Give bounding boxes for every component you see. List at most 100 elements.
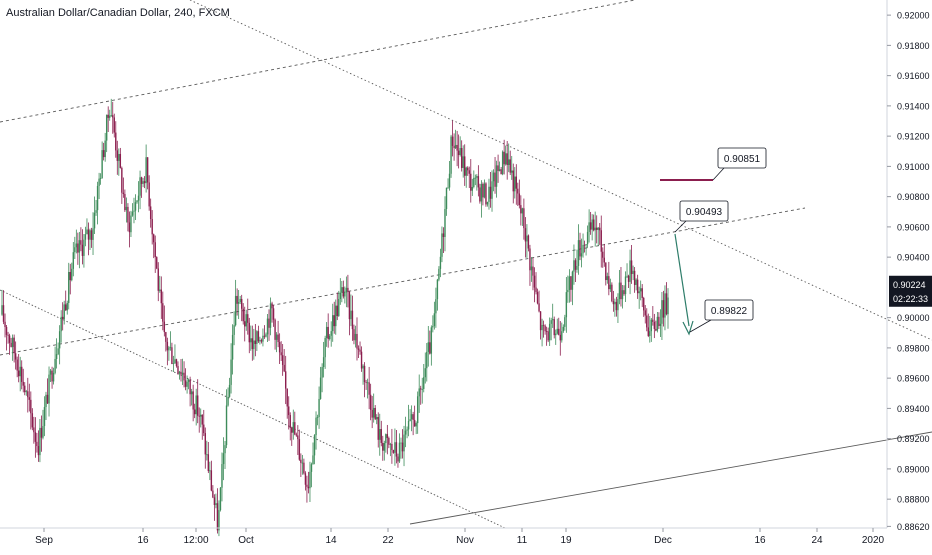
candle-body (605, 262, 607, 281)
candle-body (606, 276, 609, 281)
candle-body (363, 365, 366, 383)
candle-body (532, 266, 534, 276)
candle-body (535, 287, 537, 293)
candle-body (656, 316, 659, 331)
annotations[interactable]: 0.90851 0.90493 0.89822 (674, 147, 767, 336)
candle-body (289, 415, 291, 428)
candle-body (362, 365, 364, 369)
candle-body (365, 382, 367, 383)
candle-body (160, 289, 162, 304)
candle-body (597, 227, 599, 230)
candle-body (614, 301, 616, 305)
candle-body (662, 300, 665, 318)
candle-body (514, 176, 516, 192)
annotation-box[interactable] (704, 299, 754, 321)
arrow-line[interactable] (674, 233, 690, 327)
candle-body (278, 342, 281, 353)
candle-body (134, 202, 137, 211)
candle-body (190, 391, 193, 395)
lower-channel-line[interactable] (409, 431, 932, 525)
candle-body (228, 384, 231, 397)
candle-body (181, 372, 184, 375)
candle-body (145, 157, 147, 184)
candle-body (504, 153, 507, 165)
candle-body (457, 150, 460, 156)
candle-body (348, 292, 351, 320)
candle-body (60, 316, 62, 332)
candle-body (576, 265, 578, 270)
candle-body (395, 442, 398, 457)
candle-body (652, 319, 654, 322)
candle-body (659, 323, 662, 327)
candle-body (172, 363, 175, 365)
candle-body (562, 326, 565, 332)
time-tick-label: Nov (456, 535, 474, 546)
candle-body (240, 298, 243, 309)
candle-body (146, 157, 149, 183)
trend-lines[interactable] (0, 0, 932, 529)
time-axis[interactable]: Sep 16 12:00 Oct 14 22 Nov 11 19 Dec 16 24 2020 (0, 527, 887, 546)
candle-body (424, 368, 426, 378)
candle-body (37, 446, 40, 456)
candle-body (524, 228, 527, 242)
candle-body (137, 195, 140, 201)
annotation-box[interactable] (717, 147, 767, 169)
candle-body (451, 136, 454, 146)
candle-body (618, 282, 621, 300)
candle-body (511, 170, 513, 173)
annotation-box[interactable] (679, 200, 729, 222)
candle-body (574, 260, 577, 270)
annotation-label[interactable]: 0.90493 (686, 207, 723, 218)
candle-body (377, 417, 379, 440)
candle-body (294, 422, 296, 435)
price-axis[interactable]: 0.92000 0.91800 0.91600 0.91400 0.91200 0.910… (886, 0, 932, 532)
candle-body (445, 187, 448, 209)
candle-body (105, 114, 108, 141)
candle-body (151, 218, 153, 235)
candle-body (559, 334, 561, 341)
candle-body (477, 176, 480, 188)
candle-body (401, 442, 404, 452)
candle-body (139, 177, 141, 196)
descending-resistance-line[interactable] (189, 0, 932, 341)
candle-body (310, 464, 313, 472)
candle-body (268, 318, 270, 328)
middle-channel-line[interactable] (0, 207, 806, 356)
candle-body (655, 328, 657, 331)
candle-body (500, 169, 502, 175)
candle-body (156, 257, 158, 269)
candle-body (552, 319, 554, 321)
candle-body (558, 328, 560, 335)
candle-body (404, 430, 407, 435)
candle-body (542, 324, 545, 326)
candle-body (573, 260, 575, 272)
candle-body (66, 302, 68, 311)
candle-body (521, 208, 524, 214)
candle-body (63, 304, 65, 320)
time-tick-label: Sep (35, 535, 53, 546)
candle-body (295, 434, 298, 436)
annotation-label[interactable]: 0.90851 (724, 154, 761, 165)
candle-body (421, 388, 423, 390)
candle-body (153, 234, 155, 243)
chart-title: Australian Dollar/Canadian Dollar, 240, … (6, 7, 230, 19)
candle-body (248, 322, 250, 343)
candle-body (353, 329, 355, 341)
candle-body (372, 407, 375, 418)
candle-body (40, 427, 43, 438)
candle-body (444, 208, 446, 237)
candle-body (121, 167, 123, 193)
candle-body (13, 337, 15, 354)
candle-body (383, 443, 386, 451)
candle-body (536, 292, 539, 304)
candle-body (206, 454, 208, 456)
annotation-pointer (674, 220, 687, 233)
candle-body (427, 342, 430, 352)
annotation-label[interactable]: 0.89822 (711, 306, 748, 317)
candle-body (78, 240, 81, 253)
candle-body (442, 233, 445, 237)
candle-body (653, 321, 656, 329)
time-tick-label: 19 (560, 535, 572, 546)
